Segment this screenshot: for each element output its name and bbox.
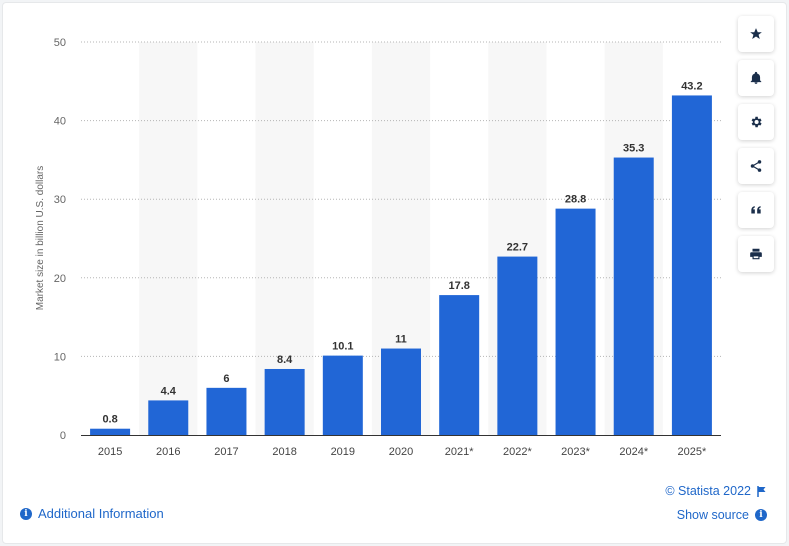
y-axis-label: Market size in billion U.S. dollars	[35, 166, 46, 311]
quote-icon	[751, 206, 761, 214]
value-label: 35.3	[623, 143, 644, 155]
value-label: 10.1	[332, 341, 353, 353]
notification-button[interactable]	[738, 60, 774, 96]
bar-2020[interactable]	[381, 348, 421, 435]
bar-2017[interactable]	[206, 387, 247, 435]
gear-icon	[751, 116, 762, 128]
bar-2024*[interactable]	[613, 157, 654, 436]
value-label: 11	[395, 334, 407, 346]
copyright-label: © Statista 2022	[665, 484, 751, 498]
x-tick-label: 2022*	[503, 446, 532, 458]
printer-icon	[750, 248, 762, 260]
bar-2018[interactable]	[264, 368, 305, 435]
bar-2023*[interactable]	[555, 208, 596, 435]
value-label: 17.8	[448, 280, 469, 292]
y-tick-label: 40	[54, 116, 66, 128]
x-tick-label: 2025*	[678, 446, 707, 458]
value-label: 4.4	[161, 385, 177, 397]
show-source-label: Show source	[676, 508, 749, 522]
y-tick-label: 50	[54, 37, 66, 49]
bar-2016[interactable]	[148, 400, 189, 435]
value-label: 43.2	[681, 80, 702, 92]
value-label: 28.8	[565, 194, 586, 206]
favorite-button[interactable]	[738, 16, 774, 52]
info-icon: i	[20, 507, 32, 520]
x-tick-label: 2020	[389, 446, 413, 458]
share-icon	[750, 160, 762, 172]
share-button[interactable]	[738, 148, 774, 184]
cite-button[interactable]	[738, 192, 774, 228]
x-tick-label: 2018	[272, 446, 296, 458]
value-label: 6	[223, 373, 229, 385]
x-tick-label: 2024*	[619, 446, 648, 458]
bars	[90, 95, 712, 436]
additional-information-label: Additional Information	[38, 506, 164, 521]
x-tick-label: 2021*	[445, 446, 474, 458]
chart-toolbar	[738, 16, 774, 280]
value-label: 0.8	[102, 414, 117, 426]
bar-2025*[interactable]	[671, 95, 712, 435]
settings-button[interactable]	[738, 104, 774, 140]
bell-icon	[750, 71, 762, 84]
print-button[interactable]	[738, 236, 774, 272]
y-axis-ticks: 0 10 20 30 40 50	[54, 37, 66, 442]
value-label: 22.7	[507, 242, 528, 254]
bar-2022*[interactable]	[497, 256, 538, 435]
x-tick-label: 2015	[98, 446, 122, 458]
band	[139, 42, 198, 435]
star-icon	[750, 28, 762, 39]
additional-information-link[interactable]: i Additional Information	[20, 506, 164, 521]
y-tick-label: 20	[54, 273, 66, 285]
value-labels: 0.8 4.4 6 8.4 10.1 11 17.8 22.7 28.8 35.3 43.2	[102, 80, 702, 425]
bar-2015[interactable]	[90, 428, 131, 435]
y-tick-label: 30	[54, 194, 66, 206]
flag-icon	[757, 485, 767, 497]
x-tick-label: 2017	[214, 446, 238, 458]
x-tick-label: 2016	[156, 446, 180, 458]
x-axis-ticks: 2015 2016 2017 2018 2019 2020 2021* 2022* 2023* 2…	[98, 446, 707, 458]
value-label: 8.4	[277, 354, 293, 366]
show-source-link[interactable]: Show source i	[677, 508, 767, 522]
y-tick-label: 10	[54, 351, 66, 363]
bar-2021*[interactable]	[439, 295, 480, 435]
info-icon: i	[755, 509, 767, 521]
x-tick-label: 2023*	[561, 446, 590, 458]
bar-2019[interactable]	[322, 355, 363, 435]
y-tick-label: 0	[60, 430, 66, 442]
x-tick-label: 2019	[331, 446, 355, 458]
copyright-link[interactable]: © Statista 2022	[665, 484, 767, 498]
